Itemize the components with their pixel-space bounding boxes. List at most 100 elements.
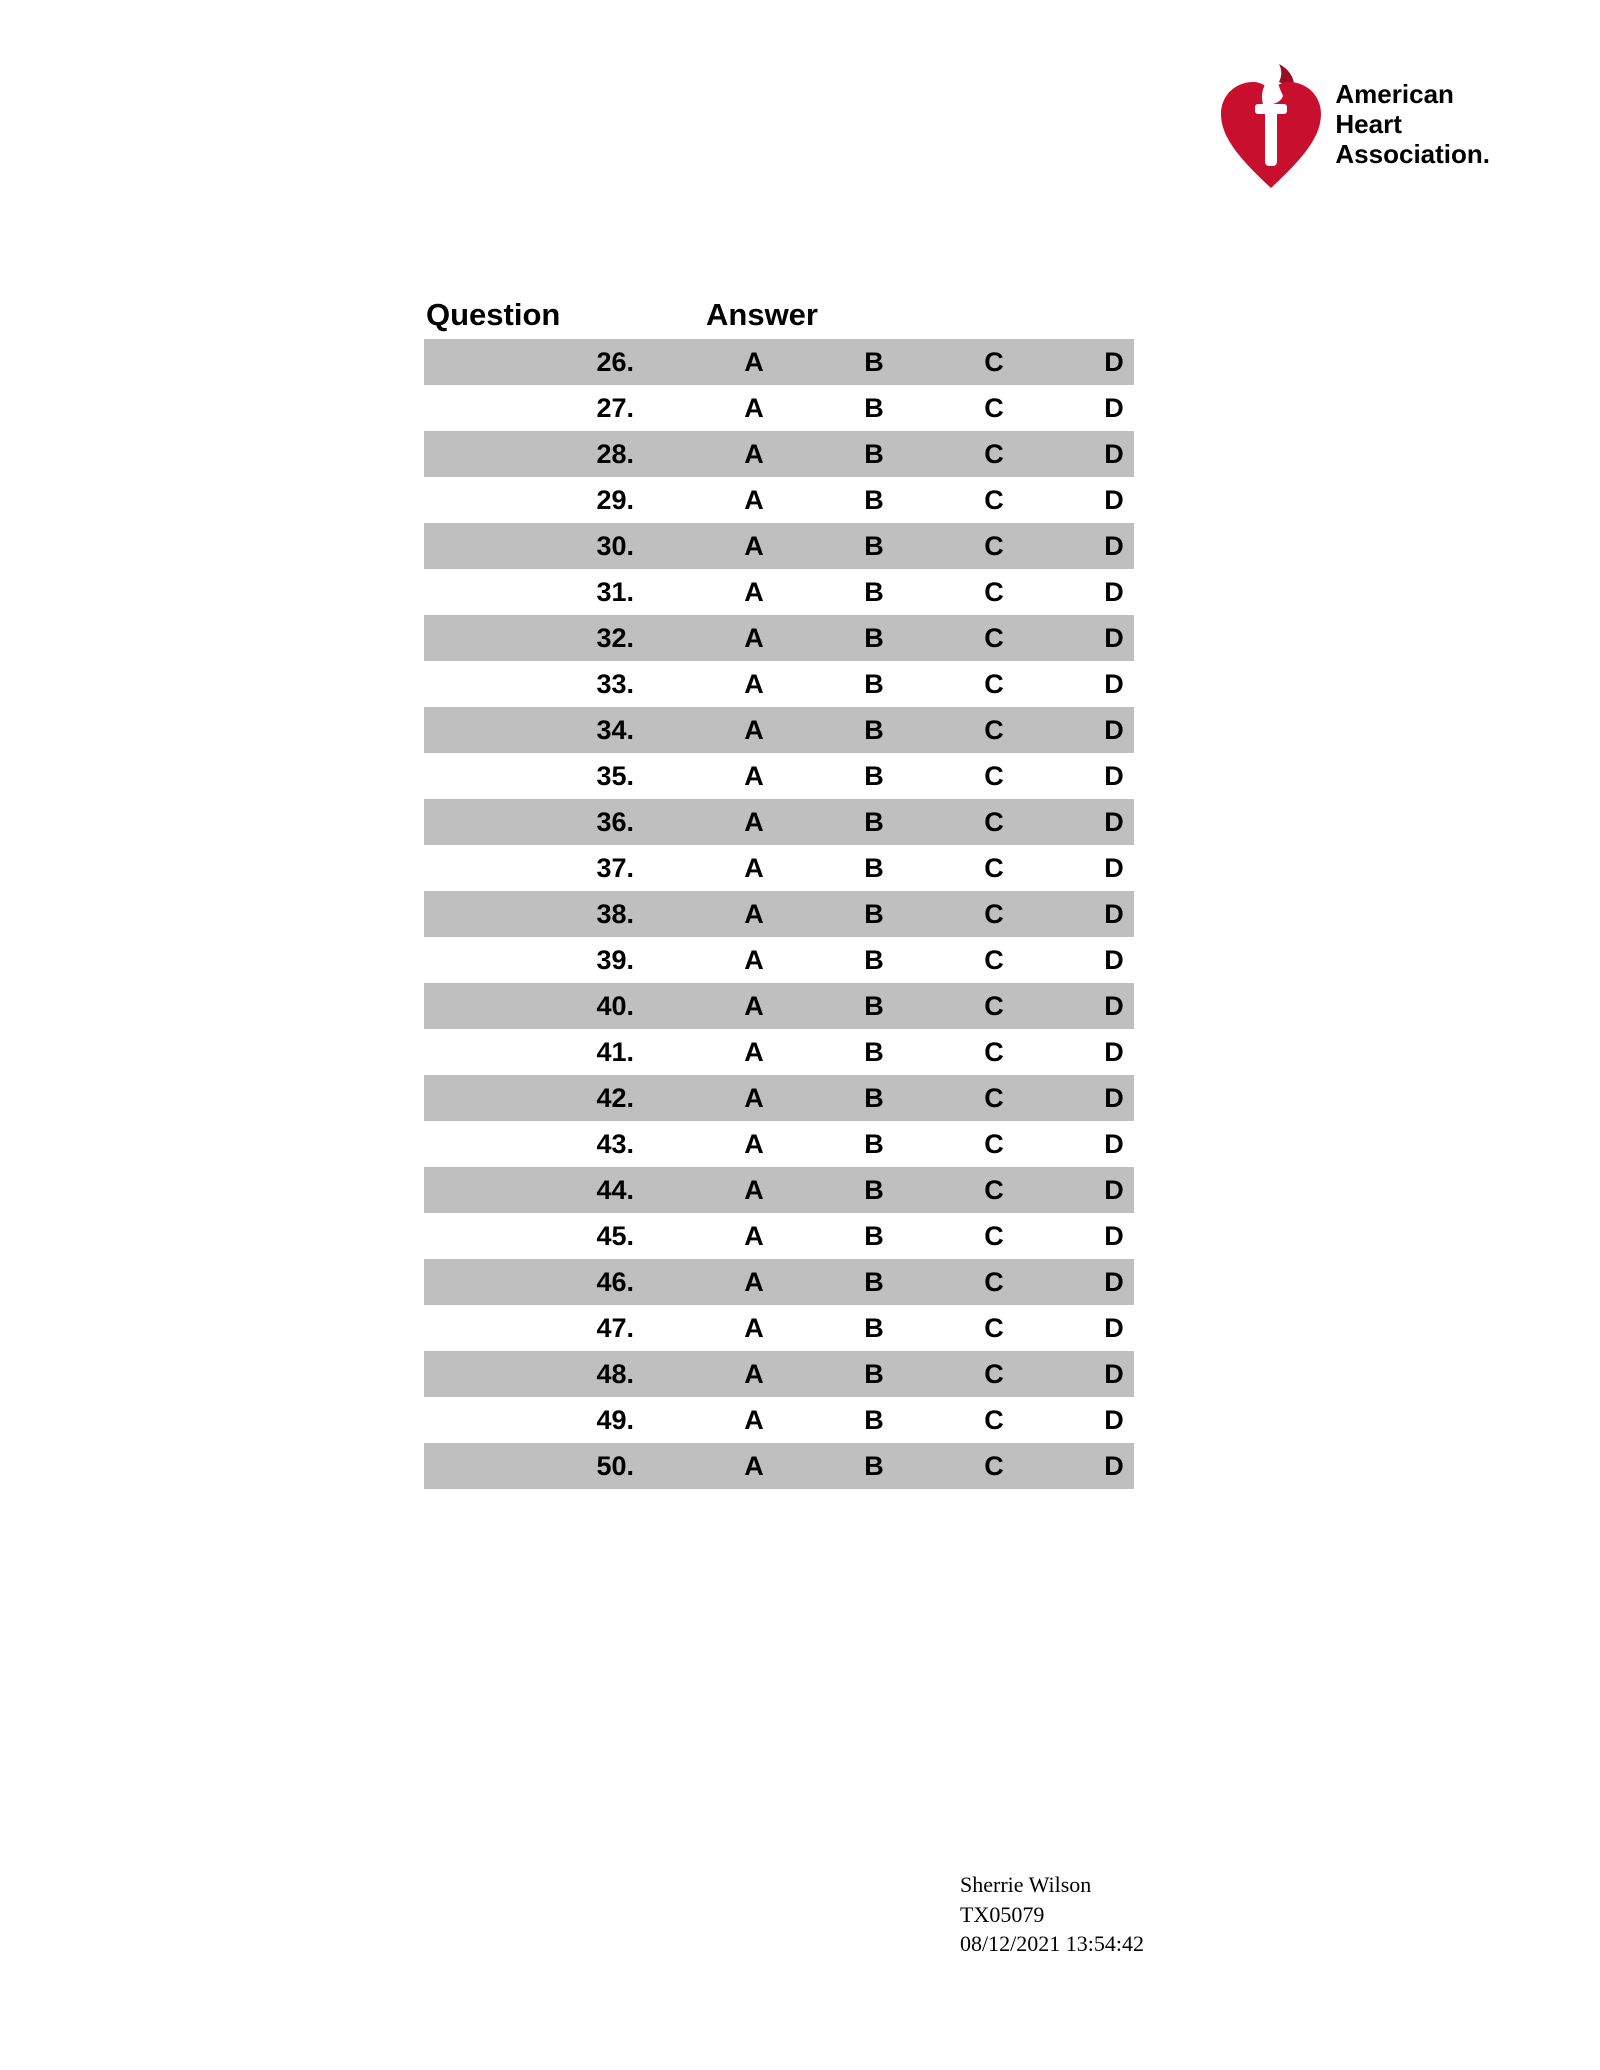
answer-option[interactable]: B <box>814 1405 934 1436</box>
answer-option[interactable]: C <box>934 899 1054 930</box>
answer-option[interactable]: D <box>1054 807 1174 838</box>
answer-option[interactable]: D <box>1054 531 1174 562</box>
answer-option[interactable]: A <box>694 1451 814 1482</box>
answer-option[interactable]: D <box>1054 1129 1174 1160</box>
answer-option[interactable]: B <box>814 1221 934 1252</box>
answer-option[interactable]: D <box>1054 761 1174 792</box>
answer-option[interactable]: C <box>934 485 1054 516</box>
answer-option[interactable]: A <box>694 761 814 792</box>
answer-option[interactable]: C <box>934 1313 1054 1344</box>
answer-option[interactable]: D <box>1054 1359 1174 1390</box>
answer-option[interactable]: B <box>814 393 934 424</box>
answer-option[interactable]: C <box>934 1175 1054 1206</box>
answer-option[interactable]: D <box>1054 899 1174 930</box>
answer-option[interactable]: D <box>1054 485 1174 516</box>
answer-option[interactable]: C <box>934 1221 1054 1252</box>
answer-option[interactable]: D <box>1054 623 1174 654</box>
answer-option[interactable]: A <box>694 1175 814 1206</box>
answer-option[interactable]: A <box>694 807 814 838</box>
answer-option[interactable]: B <box>814 347 934 378</box>
answer-option[interactable]: B <box>814 531 934 562</box>
answer-option[interactable]: D <box>1054 715 1174 746</box>
answer-option[interactable]: C <box>934 1405 1054 1436</box>
answer-option[interactable]: A <box>694 1129 814 1160</box>
answer-option[interactable]: C <box>934 531 1054 562</box>
answer-option[interactable]: B <box>814 807 934 838</box>
answer-option[interactable]: C <box>934 991 1054 1022</box>
answer-option[interactable]: D <box>1054 393 1174 424</box>
answer-option[interactable]: A <box>694 1405 814 1436</box>
answer-option[interactable]: B <box>814 1267 934 1298</box>
answer-option[interactable]: B <box>814 1129 934 1160</box>
answer-option[interactable]: C <box>934 347 1054 378</box>
answer-option[interactable]: C <box>934 807 1054 838</box>
answer-option[interactable]: D <box>1054 945 1174 976</box>
answer-option[interactable]: D <box>1054 669 1174 700</box>
answer-option[interactable]: D <box>1054 439 1174 470</box>
answer-option[interactable]: A <box>694 715 814 746</box>
answer-option[interactable]: D <box>1054 1083 1174 1114</box>
answer-option[interactable]: B <box>814 715 934 746</box>
answer-option[interactable]: A <box>694 347 814 378</box>
answer-option[interactable]: D <box>1054 853 1174 884</box>
answer-option[interactable]: B <box>814 623 934 654</box>
answer-option[interactable]: B <box>814 761 934 792</box>
answer-option[interactable]: A <box>694 669 814 700</box>
answer-option[interactable]: C <box>934 1359 1054 1390</box>
answer-option[interactable]: B <box>814 439 934 470</box>
answer-option[interactable]: A <box>694 853 814 884</box>
answer-option[interactable]: B <box>814 899 934 930</box>
answer-option[interactable]: A <box>694 531 814 562</box>
answer-option[interactable]: B <box>814 945 934 976</box>
answer-option[interactable]: B <box>814 853 934 884</box>
answer-option[interactable]: B <box>814 1083 934 1114</box>
answer-option[interactable]: B <box>814 1359 934 1390</box>
answer-option[interactable]: A <box>694 1221 814 1252</box>
answer-option[interactable]: B <box>814 577 934 608</box>
answer-option[interactable]: A <box>694 899 814 930</box>
answer-option[interactable]: D <box>1054 347 1174 378</box>
answer-option[interactable]: A <box>694 1037 814 1068</box>
answer-option[interactable]: A <box>694 945 814 976</box>
answer-option[interactable]: D <box>1054 1221 1174 1252</box>
answer-option[interactable]: B <box>814 1037 934 1068</box>
answer-option[interactable]: A <box>694 1313 814 1344</box>
answer-option[interactable]: C <box>934 945 1054 976</box>
answer-option[interactable]: C <box>934 393 1054 424</box>
answer-option[interactable]: B <box>814 485 934 516</box>
answer-option[interactable]: C <box>934 577 1054 608</box>
answer-option[interactable]: D <box>1054 1313 1174 1344</box>
answer-option[interactable]: C <box>934 439 1054 470</box>
answer-option[interactable]: B <box>814 1451 934 1482</box>
answer-option[interactable]: D <box>1054 577 1174 608</box>
answer-option[interactable]: D <box>1054 1405 1174 1436</box>
answer-option[interactable]: A <box>694 393 814 424</box>
answer-option[interactable]: C <box>934 1129 1054 1160</box>
answer-option[interactable]: A <box>694 991 814 1022</box>
answer-option[interactable]: C <box>934 1451 1054 1482</box>
answer-option[interactable]: C <box>934 853 1054 884</box>
answer-option[interactable]: C <box>934 761 1054 792</box>
answer-option[interactable]: B <box>814 669 934 700</box>
answer-option[interactable]: A <box>694 1267 814 1298</box>
answer-option[interactable]: C <box>934 669 1054 700</box>
answer-option[interactable]: D <box>1054 991 1174 1022</box>
answer-option[interactable]: B <box>814 1313 934 1344</box>
answer-option[interactable]: D <box>1054 1451 1174 1482</box>
answer-option[interactable]: D <box>1054 1175 1174 1206</box>
answer-option[interactable]: C <box>934 715 1054 746</box>
answer-option[interactable]: A <box>694 1359 814 1390</box>
answer-option[interactable]: D <box>1054 1267 1174 1298</box>
answer-option[interactable]: C <box>934 1037 1054 1068</box>
answer-option[interactable]: A <box>694 485 814 516</box>
answer-option[interactable]: A <box>694 1083 814 1114</box>
answer-option[interactable]: C <box>934 1267 1054 1298</box>
answer-option[interactable]: A <box>694 439 814 470</box>
answer-option[interactable]: A <box>694 623 814 654</box>
answer-option[interactable]: A <box>694 577 814 608</box>
answer-option[interactable]: B <box>814 991 934 1022</box>
answer-option[interactable]: C <box>934 623 1054 654</box>
answer-option[interactable]: D <box>1054 1037 1174 1068</box>
answer-option[interactable]: B <box>814 1175 934 1206</box>
answer-option[interactable]: C <box>934 1083 1054 1114</box>
